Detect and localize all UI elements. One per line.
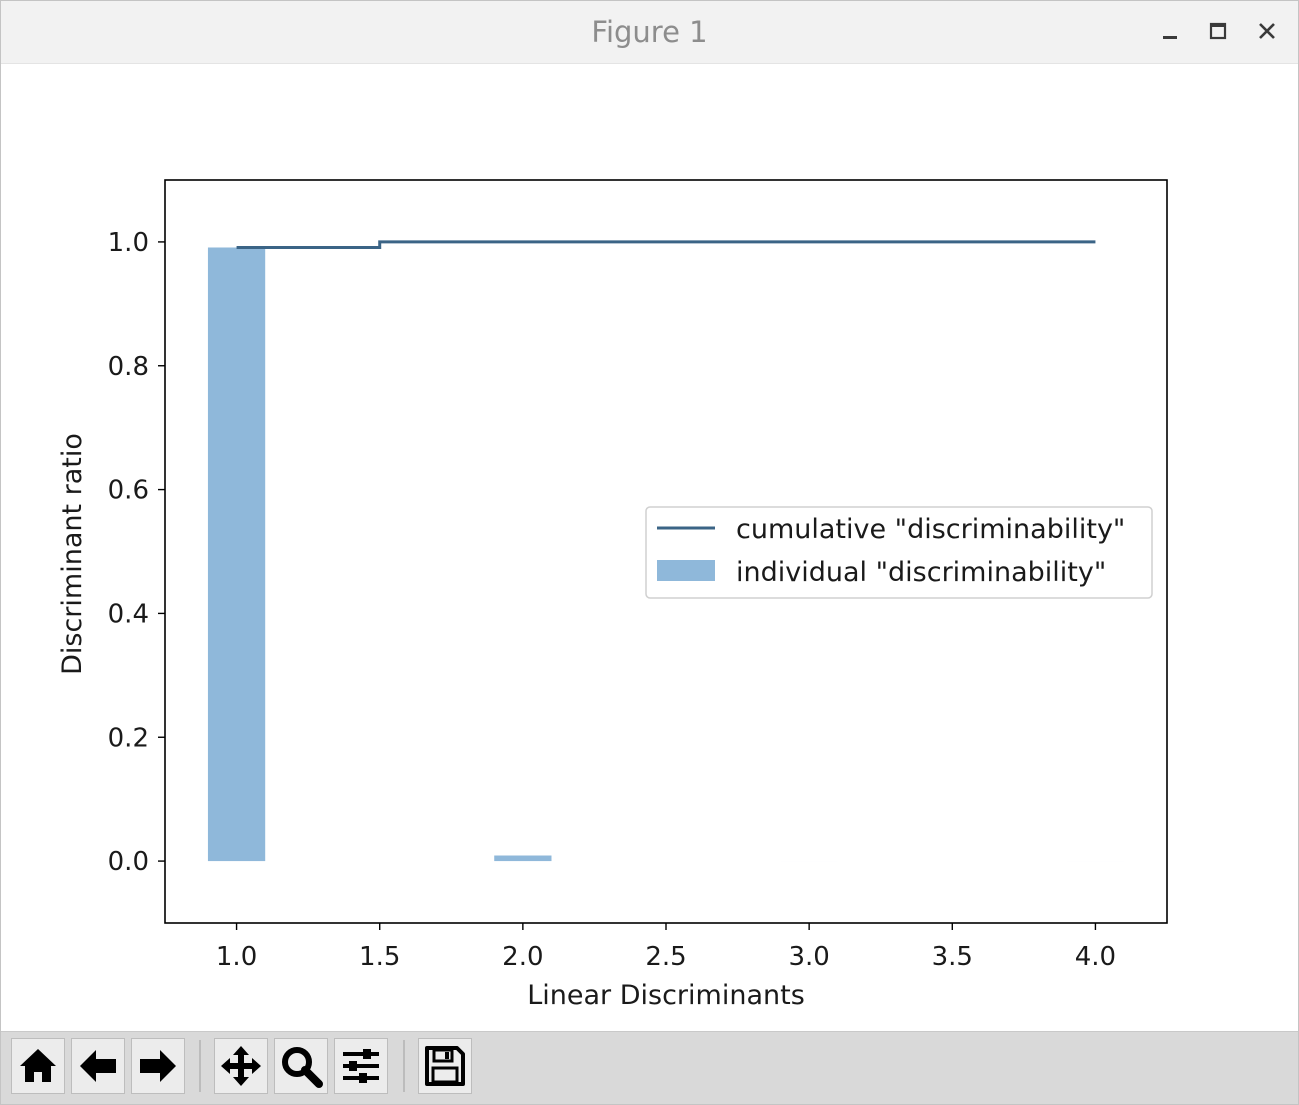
y-tick-label: 0.6 bbox=[108, 476, 149, 506]
legend-cumulative-label: cumulative "discriminability" bbox=[736, 514, 1125, 545]
pan-icon bbox=[221, 1046, 261, 1086]
forward-button[interactable] bbox=[131, 1038, 185, 1094]
legend-individual-label: individual "discriminability" bbox=[736, 557, 1106, 588]
y-tick-label: 0.8 bbox=[108, 352, 149, 382]
close-button[interactable] bbox=[1249, 13, 1285, 49]
configure-subplots-button[interactable] bbox=[334, 1038, 388, 1094]
x-axis-label: Linear Discriminants bbox=[527, 980, 805, 1011]
back-button[interactable] bbox=[71, 1038, 125, 1094]
toolbar-separator bbox=[403, 1040, 405, 1092]
y-tick-label: 0.0 bbox=[108, 847, 149, 877]
minimize-icon bbox=[1163, 36, 1177, 39]
figure-canvas[interactable]: 1.0 1.5 2.0 2.5 3.0 3.5 4.0 0.0 0.2 0.4 0.6 0.8 1.0 … bbox=[1, 64, 1298, 1031]
minimize-button[interactable] bbox=[1152, 13, 1188, 49]
legend-frame bbox=[645, 506, 1153, 599]
x-tick-label: 2.5 bbox=[645, 942, 686, 972]
navigation-toolbar bbox=[1, 1031, 1298, 1104]
zoom-button[interactable] bbox=[274, 1038, 328, 1094]
home-icon bbox=[20, 1049, 56, 1082]
title-bar[interactable]: Figure 1 bbox=[1, 1, 1298, 64]
y-tick-label: 1.0 bbox=[108, 228, 149, 258]
cumulative-line bbox=[236, 240, 1096, 249]
x-tick-label: 4.0 bbox=[1075, 942, 1116, 972]
y-tick-label: 0.2 bbox=[108, 723, 149, 753]
pan-button[interactable] bbox=[214, 1038, 268, 1094]
x-tick-label: 1.5 bbox=[359, 942, 400, 972]
back-icon bbox=[80, 1050, 116, 1082]
bar bbox=[207, 247, 266, 862]
configure-subplots-icon bbox=[343, 1049, 379, 1083]
window-title: Figure 1 bbox=[591, 15, 708, 49]
home-button[interactable] bbox=[11, 1038, 65, 1094]
maximize-button[interactable] bbox=[1200, 13, 1236, 49]
maximize-icon bbox=[1209, 22, 1227, 40]
legend: cumulative "discriminability" individual… bbox=[645, 506, 1153, 599]
x-tick-label: 1.0 bbox=[216, 942, 257, 972]
x-tick-label: 3.0 bbox=[788, 942, 829, 972]
close-icon bbox=[1259, 23, 1275, 39]
chart: 1.0 1.5 2.0 2.5 3.0 3.5 4.00.00.20.40.60.81.0 … bbox=[57, 179, 1168, 1011]
save-icon bbox=[425, 1046, 465, 1086]
forward-icon bbox=[140, 1050, 176, 1082]
y-axis-label: Discriminant ratio bbox=[57, 433, 88, 675]
zoom-icon bbox=[282, 1047, 323, 1088]
y-tick-label: 0.4 bbox=[108, 599, 149, 629]
toolbar-separator bbox=[199, 1040, 201, 1092]
save-button[interactable] bbox=[418, 1038, 472, 1094]
bar bbox=[494, 855, 552, 862]
x-tick-label: 2.0 bbox=[502, 942, 543, 972]
x-tick-label: 3.5 bbox=[932, 942, 973, 972]
legend-individual-swatch bbox=[657, 560, 715, 581]
